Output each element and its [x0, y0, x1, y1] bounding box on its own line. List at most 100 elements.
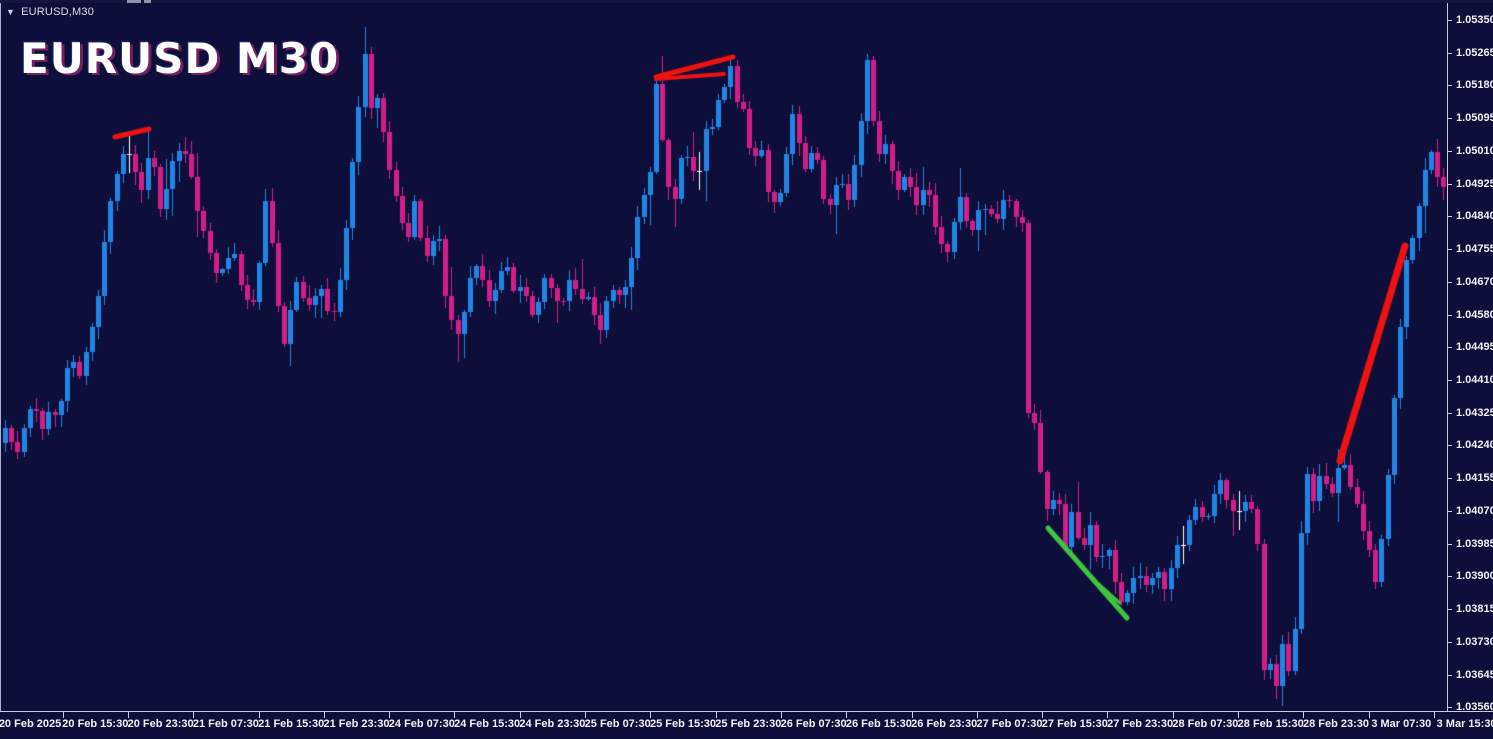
price-tick [1448, 52, 1452, 54]
price-axis-label: 1.03645 [1456, 668, 1493, 681]
price-tick [1448, 478, 1452, 480]
price-axis-label: 1.05180 [1456, 79, 1493, 92]
price-tick [1448, 216, 1452, 218]
price-axis-label: 1.04670 [1456, 275, 1493, 288]
price-tick [1448, 347, 1452, 349]
time-tick [323, 712, 325, 718]
price-axis-label: 1.04240 [1456, 439, 1493, 452]
symbol-title-row: ▼ EURUSD,M30 [6, 6, 94, 18]
time-tick [454, 712, 456, 718]
time-tick [258, 712, 260, 718]
time-tick [585, 712, 587, 718]
time-tick [1368, 712, 1370, 718]
time-axis[interactable]: 20 Feb 2025 20 Feb 15:30 20 Feb 23:30 21 Fe… [0, 711, 1493, 739]
price-tick [1448, 20, 1452, 21]
time-tick [193, 712, 195, 718]
price-axis-label: 1.03815 [1456, 603, 1493, 616]
time-tick [519, 712, 521, 718]
price-tick [1448, 85, 1452, 87]
price-tick [1448, 412, 1452, 414]
price-axis-label: 1.04495 [1456, 341, 1493, 354]
time-axis-label: 20 Feb 15:30 [62, 718, 129, 730]
symbol-label: EURUSD,M30 [21, 6, 95, 18]
time-tick [976, 712, 978, 718]
time-tick [1042, 712, 1044, 718]
price-tick [1448, 641, 1452, 643]
price-axis-label: 1.03560 [1456, 701, 1493, 714]
price-axis-label: 1.04155 [1456, 472, 1493, 485]
price-axis-label: 1.03985 [1456, 537, 1493, 550]
time-tick [127, 712, 129, 718]
time-tick [911, 712, 913, 718]
price-axis-label: 1.05350 [1456, 14, 1493, 26]
price-axis-label: 1.04755 [1456, 243, 1493, 256]
time-axis-label: 24 Feb 23:30 [519, 718, 586, 730]
price-axis-label: 1.04580 [1456, 308, 1493, 321]
time-axis-label: 28 Feb 15:30 [1237, 718, 1304, 730]
trendline-annotations[interactable] [1, 3, 1448, 711]
price-tick [1448, 314, 1452, 316]
time-axis-label: 21 Feb 15:30 [258, 718, 325, 730]
price-axis-label: 1.04410 [1456, 374, 1493, 387]
time-tick [1433, 712, 1435, 718]
window-edge-notch [144, 0, 151, 3]
price-tick [1448, 249, 1452, 251]
time-tick [1303, 712, 1305, 718]
time-axis-label: 27 Feb 23:30 [1107, 718, 1174, 730]
time-tick [62, 712, 64, 718]
time-tick [1238, 712, 1240, 718]
time-axis-label: 20 Feb 2025 [0, 718, 62, 730]
time-tick [1107, 712, 1109, 718]
price-tick [1448, 281, 1452, 283]
price-axis-label: 1.03900 [1456, 570, 1493, 583]
price-axis-label: 1.04840 [1456, 210, 1493, 223]
time-axis-label: 21 Feb 07:30 [192, 718, 259, 730]
time-axis-label: 28 Feb 07:30 [1172, 718, 1239, 730]
chevron-down-icon[interactable]: ▼ [6, 7, 16, 17]
time-axis-label: 25 Feb 23:30 [715, 718, 782, 730]
price-axis-label: 1.05095 [1456, 112, 1493, 125]
price-tick [1448, 609, 1452, 611]
time-tick [1172, 712, 1174, 718]
price-tick [1448, 380, 1452, 382]
time-axis-label: 21 Feb 23:30 [323, 718, 390, 730]
time-axis-label: 24 Feb 15:30 [454, 718, 521, 730]
price-tick [1448, 707, 1452, 709]
price-axis-label: 1.04925 [1456, 177, 1493, 190]
time-tick [846, 712, 848, 718]
time-tick [650, 712, 652, 718]
window-edge-notch [127, 0, 141, 3]
price-axis[interactable]: 1.05350 1.05265 1.05180 1.05095 1.05010 1.049… [1447, 3, 1493, 714]
price-tick [1448, 150, 1452, 152]
time-axis-label: 26 Feb 15:30 [845, 718, 912, 730]
time-tick [389, 712, 391, 718]
price-axis-label: 1.03730 [1456, 635, 1493, 648]
price-tick [1448, 118, 1452, 120]
time-axis-label: 28 Feb 23:30 [1302, 718, 1370, 730]
price-tick [1448, 510, 1452, 512]
time-tick [780, 712, 782, 718]
price-tick [1448, 543, 1452, 545]
time-axis-label: 25 Feb 15:30 [649, 718, 717, 730]
time-axis-label: 24 Feb 07:30 [388, 718, 455, 730]
price-axis-label: 1.05265 [1456, 46, 1493, 59]
price-axis-label: 1.04325 [1456, 406, 1493, 419]
time-axis-label: 3 Mar 15:30 [1436, 718, 1493, 730]
price-tick [1448, 183, 1452, 185]
time-axis-label: 26 Feb 23:30 [911, 718, 978, 730]
time-axis-label: 25 Feb 07:30 [584, 718, 651, 730]
window-edge [0, 0, 1493, 3]
time-axis-label: 3 Mar 07:30 [1371, 718, 1432, 730]
price-tick [1448, 445, 1452, 447]
time-tick [715, 712, 717, 718]
time-axis-label: 27 Feb 15:30 [1041, 718, 1108, 730]
price-axis-label: 1.05010 [1456, 144, 1493, 157]
chart-watermark: EURUSD M30 [20, 34, 340, 83]
time-axis-label: 27 Feb 07:30 [976, 718, 1043, 730]
time-axis-label: 20 Feb 23:30 [127, 718, 194, 730]
price-tick [1448, 576, 1452, 578]
time-axis-label: 26 Feb 07:30 [780, 718, 847, 730]
chart-plot-area[interactable] [0, 3, 1448, 711]
price-axis-label: 1.04070 [1456, 504, 1493, 517]
